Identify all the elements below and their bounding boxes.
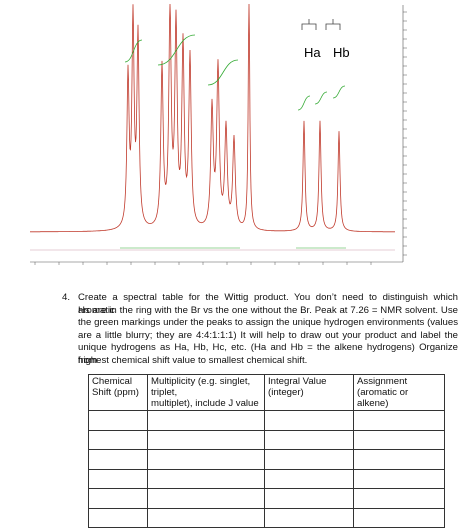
question-line: Hs are in the ring with the Br vs the on… xyxy=(78,304,458,316)
row xyxy=(88,429,445,450)
row xyxy=(88,507,445,528)
integral-curve xyxy=(297,95,311,111)
cell xyxy=(264,429,354,450)
nmr-spectrum: Ha Hb xyxy=(30,3,407,265)
cell xyxy=(353,507,445,528)
cell xyxy=(264,488,354,509)
cell xyxy=(353,488,445,509)
header-text: Assignment xyxy=(357,376,408,387)
header-cell: Integral Value (integer) xyxy=(264,374,354,411)
header-text: multiplet), include J value xyxy=(151,398,259,409)
cell xyxy=(147,468,265,489)
cell xyxy=(147,410,265,431)
cell xyxy=(264,507,354,528)
cell xyxy=(147,507,265,528)
header-text: Multiplicity (e.g. singlet, triplet, xyxy=(151,376,251,398)
cell xyxy=(353,468,445,489)
cell xyxy=(147,449,265,470)
spectral-table: Chemical Shift (ppm) Multiplicity (e.g. s… xyxy=(88,374,445,528)
cell xyxy=(88,488,148,509)
integral-curve xyxy=(157,34,196,66)
integral-curve xyxy=(207,59,239,86)
cell xyxy=(88,449,148,470)
cell xyxy=(264,449,354,470)
header-text: Shift (ppm) xyxy=(92,387,139,398)
row xyxy=(88,410,445,431)
header-text: Chemical xyxy=(92,376,132,387)
cell xyxy=(353,410,445,431)
cell xyxy=(353,449,445,470)
bracket xyxy=(301,19,341,30)
question-line: highest chemical shift value to smallest… xyxy=(78,355,308,366)
cell xyxy=(147,429,265,450)
question-number: 4. xyxy=(62,292,71,303)
cell xyxy=(88,410,148,431)
integral-curve xyxy=(332,85,346,99)
cell xyxy=(88,429,148,450)
header-text: Integral Value xyxy=(268,376,327,387)
header-cell: Chemical Shift (ppm) xyxy=(88,374,148,411)
question-line: Create a spectral table for the Wittig p… xyxy=(78,292,458,316)
question-line: unique hydrogens as Ha, Hb, Hc, etc. (Ha… xyxy=(78,342,458,366)
spectrum-trace xyxy=(30,3,395,233)
cell xyxy=(147,488,265,509)
cell xyxy=(264,468,354,489)
header-text: (aromatic or alkene) xyxy=(357,387,409,409)
header-cell: Assignment (aromatic or alkene) xyxy=(353,374,445,411)
row xyxy=(88,449,445,470)
integral-curve xyxy=(124,39,143,63)
peak-label: Hb xyxy=(333,45,350,60)
cell xyxy=(264,410,354,431)
header-cell: Multiplicity (e.g. singlet, triplet, mult… xyxy=(147,374,265,411)
cell xyxy=(88,468,148,489)
peak-label: Ha xyxy=(304,45,321,60)
cell xyxy=(353,429,445,450)
header-row: Chemical Shift (ppm) Multiplicity (e.g. s… xyxy=(88,374,445,411)
cell xyxy=(88,507,148,528)
header-text: (integer) xyxy=(268,387,304,398)
row xyxy=(88,488,445,509)
row xyxy=(88,468,445,489)
integral-curve xyxy=(314,91,328,105)
question-line: are a little blurry; they are 4:4:1:1:1)… xyxy=(78,329,458,341)
question-line: the green markings under the peaks to as… xyxy=(78,317,458,329)
